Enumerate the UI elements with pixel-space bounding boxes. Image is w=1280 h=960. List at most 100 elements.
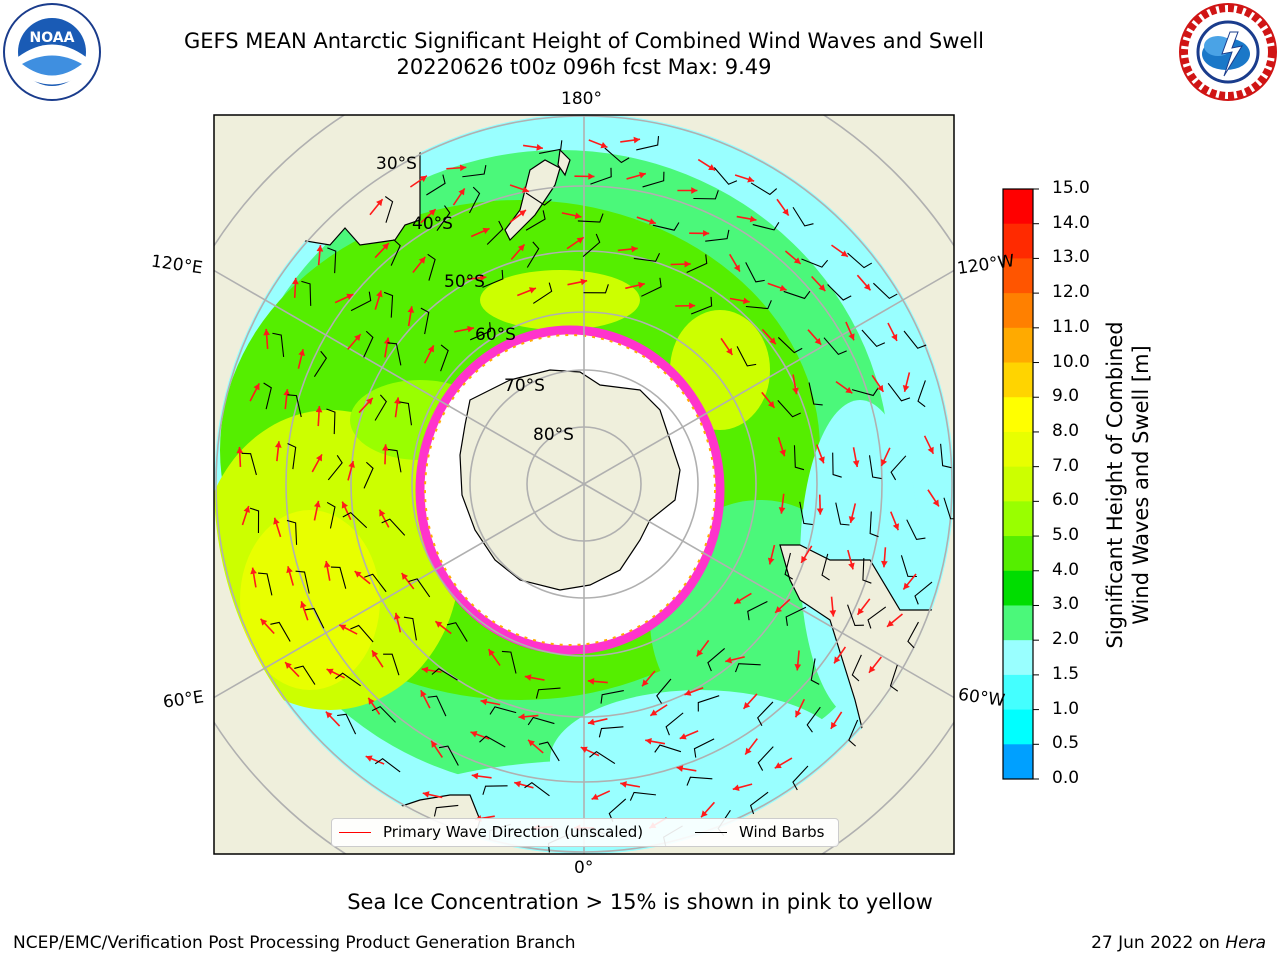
wave-arrow-head — [482, 227, 490, 235]
wind-barb — [525, 210, 546, 231]
wind-barb — [734, 663, 761, 673]
wave-arrow-head — [348, 461, 355, 468]
wind-barb — [433, 804, 459, 817]
wave-arrow-head — [518, 713, 525, 721]
wave-arrow-head — [816, 508, 824, 515]
wind-barb — [383, 653, 400, 676]
wave-arrow-head — [283, 389, 291, 396]
wave-arrow-head — [676, 765, 684, 772]
lat-label-50s: 50°S — [444, 272, 485, 292]
wave-arrow-head — [316, 245, 324, 252]
colorbar-tick-label: 11.0 — [1052, 316, 1090, 337]
wave-arrow-head — [354, 334, 361, 342]
chart-title: GEFS MEAN Antarctic Significant Height o… — [84, 28, 1084, 80]
graticule — [214, 115, 954, 854]
colorbar-tick-label: 0.5 — [1052, 733, 1080, 754]
wave-arrow-head — [368, 697, 375, 705]
wave-arrow-head — [830, 721, 837, 729]
wave-arrow-head — [470, 731, 478, 738]
wave-arrow-head — [292, 277, 299, 285]
wave-arrow-head — [467, 325, 474, 333]
wind-barb — [705, 229, 730, 242]
wind-barb — [363, 461, 374, 489]
wind-barb — [263, 382, 272, 410]
wave-arrow-head — [298, 349, 305, 357]
wind-barb — [847, 604, 864, 626]
wind-barb — [940, 443, 952, 469]
footer-credit: NCEP/EMC/Verification Post Processing Pr… — [13, 933, 576, 953]
wave-arrow-head — [631, 245, 638, 253]
wind-barb — [868, 455, 882, 480]
wind-barb — [873, 282, 898, 300]
wind-barb — [364, 573, 387, 593]
wave-arrow-head — [845, 386, 853, 394]
wave-arrow-head — [645, 737, 652, 745]
wave-arrow-head — [376, 290, 383, 298]
wave-arrow-head — [479, 274, 487, 282]
colorbar-segment — [1003, 293, 1033, 329]
wind-barb — [799, 501, 813, 526]
wave-arrow-head — [346, 293, 354, 300]
wind-barb — [501, 650, 517, 674]
wave-arrow-head — [514, 780, 522, 788]
wind-barb — [890, 455, 907, 481]
wind-barb — [757, 746, 774, 771]
wave-arrow-head — [881, 560, 888, 568]
nws-logo — [1178, 2, 1278, 102]
wind-barb — [745, 262, 765, 283]
wave-arrow-head — [427, 345, 434, 353]
wind-barb — [535, 687, 561, 699]
legend-wave-swatch — [339, 832, 371, 833]
colorbar-segment — [1003, 258, 1033, 294]
wind-barb — [869, 511, 879, 538]
wave-arrow-head — [778, 507, 786, 514]
wind-barb — [313, 350, 328, 377]
colorbar-segment — [1003, 466, 1033, 502]
wind-barb — [654, 744, 682, 753]
wind-barb — [399, 401, 413, 426]
meridian-60w — [583, 483, 954, 699]
wind-barb — [526, 241, 540, 268]
wave-arrow-head — [708, 164, 716, 171]
wave-arrow-head — [779, 284, 787, 292]
wind-barb — [642, 171, 665, 188]
wind-barb — [752, 222, 780, 231]
wave-arrow-head — [379, 509, 386, 517]
wind-barb — [470, 322, 492, 341]
colorbar-tick-label: 1.5 — [1052, 663, 1080, 684]
wave-arrow-head — [818, 456, 825, 464]
wind-barb — [527, 716, 555, 726]
wave-arrow-head — [315, 406, 323, 413]
plot-frame — [213, 114, 955, 855]
wave-arrow-head — [591, 793, 599, 800]
wave-arrow-head — [834, 656, 841, 664]
wind-barb — [697, 695, 720, 712]
wind-barb — [326, 501, 336, 529]
wave-arrow-head — [286, 566, 293, 574]
colorbar-tick-label: 13.0 — [1052, 247, 1090, 268]
colorbar-segment — [1003, 362, 1033, 398]
wave-arrow-head — [701, 810, 708, 818]
lon-label-0: 0° — [574, 858, 594, 878]
wind-barb — [582, 233, 601, 258]
wind-barb — [326, 408, 336, 435]
wave-arrow-head — [794, 663, 802, 671]
wave-arrow-head — [814, 337, 822, 345]
colorbar-segment — [1003, 605, 1033, 641]
wind-barb — [327, 247, 337, 274]
colorbar — [1002, 188, 1039, 780]
wind-barb — [241, 452, 257, 476]
wind-barb — [363, 330, 374, 358]
wind-barb — [806, 706, 821, 733]
wind-barb — [539, 140, 563, 154]
wave-arrow-head — [733, 264, 740, 272]
sea-ice-note: Sea Ice Concentration > 15% is shown in … — [347, 890, 933, 914]
wind-barb — [350, 624, 374, 643]
wave-arrow-head — [313, 500, 321, 508]
wind-barb — [486, 220, 504, 245]
wave-arrow-head — [829, 610, 837, 617]
wave-arrow-head — [857, 607, 864, 615]
wind-barb — [690, 296, 713, 315]
wave-arrow-head — [316, 454, 322, 462]
wave-arrow-head — [801, 555, 808, 563]
